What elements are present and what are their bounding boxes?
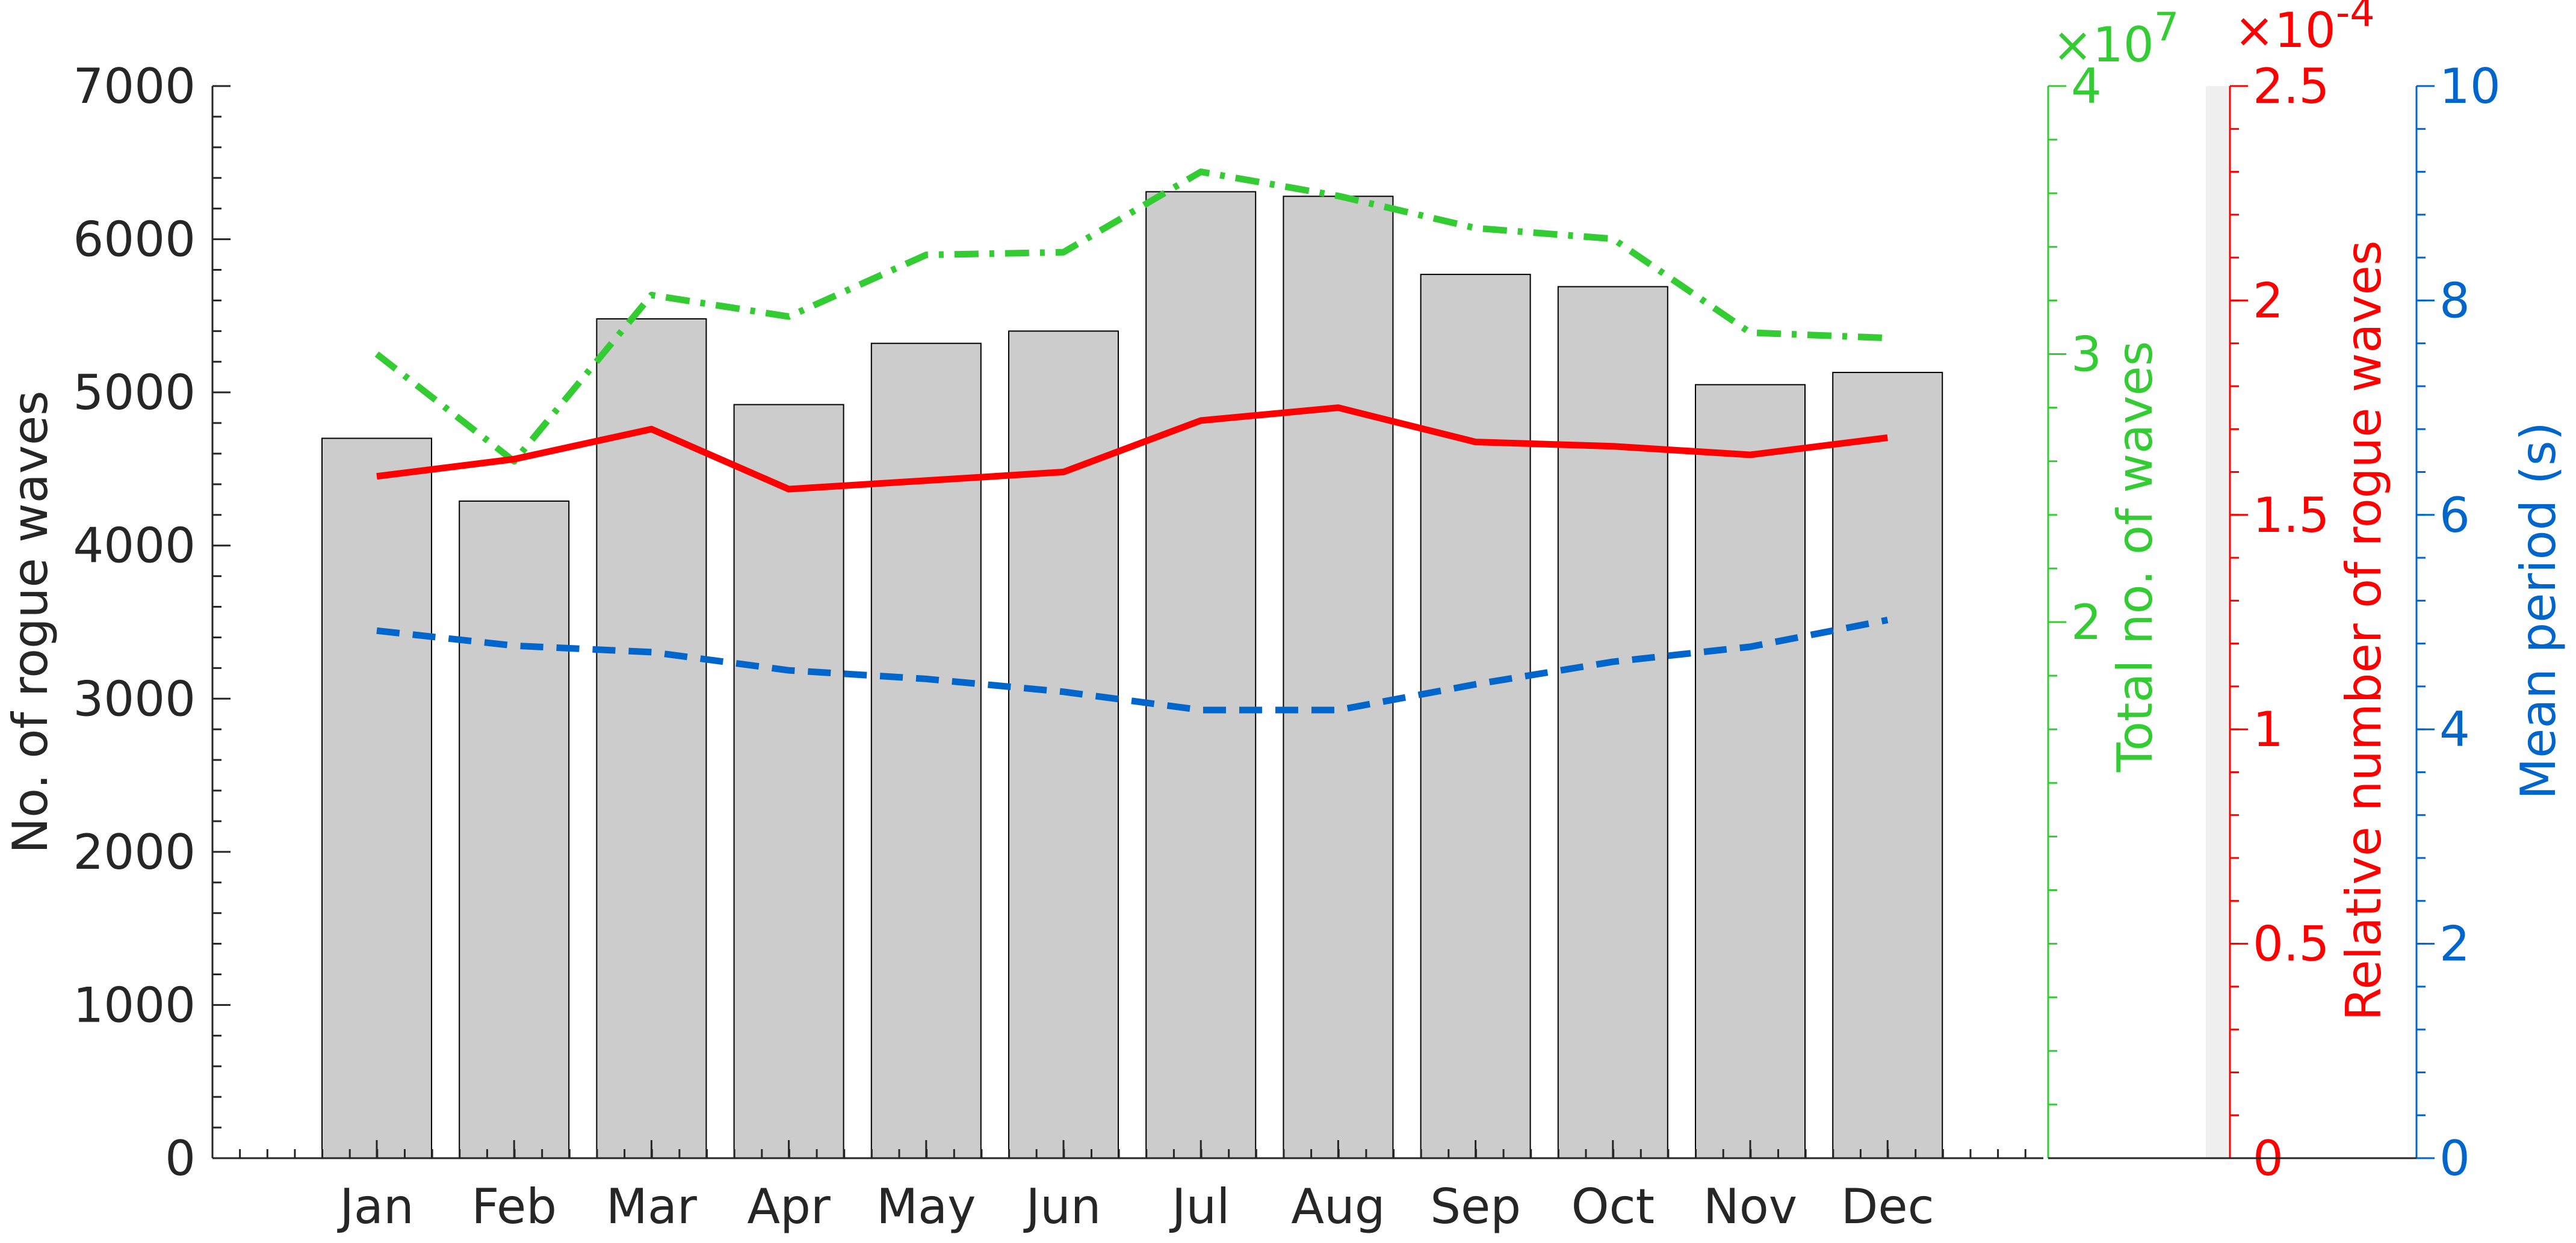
bar-apr xyxy=(733,404,844,1159)
series-line-total xyxy=(374,168,1888,465)
period-tick-label: 4 xyxy=(2439,702,2470,757)
relative-tick-label: 0.5 xyxy=(2253,916,2329,972)
total-tick-label: 2 xyxy=(2071,594,2102,650)
relative-axis-label: Relative number of rogue waves xyxy=(2336,240,2392,1020)
bar-dec xyxy=(1832,372,1943,1159)
x-tick-label: Jul xyxy=(1169,1179,1230,1235)
left-tick-label: 4000 xyxy=(73,518,196,574)
x-tick-label: Aug xyxy=(1291,1179,1385,1235)
total-multiplier-mark: × xyxy=(2052,17,2093,73)
x-tick-label: Nov xyxy=(1703,1179,1797,1235)
lines-layer xyxy=(374,168,1889,714)
bars-layer xyxy=(321,86,2230,1159)
x-tick-label: Jan xyxy=(336,1179,413,1235)
relative-tick-label: 1 xyxy=(2253,702,2283,757)
left-tick-label: 5000 xyxy=(73,365,196,421)
bar-nov xyxy=(1695,384,1806,1159)
series-line-period xyxy=(376,617,1889,714)
bar-may xyxy=(870,342,982,1159)
bar-jan xyxy=(321,437,432,1159)
total-multiplier-exp: 7 xyxy=(2154,5,2179,50)
period-tick-label: 0 xyxy=(2439,1130,2470,1186)
relative-axis-multiplier: ×10-4 xyxy=(2234,0,2375,58)
total-multiplier-base: 10 xyxy=(2093,17,2154,73)
period-tick-label: 6 xyxy=(2439,487,2470,543)
x-tick-label: May xyxy=(876,1179,976,1235)
total-tick-label: 4 xyxy=(2071,58,2102,114)
bar-sep xyxy=(1420,274,1531,1159)
left-tick-label: 3000 xyxy=(73,671,196,727)
x-tick-label: Sep xyxy=(1430,1179,1521,1235)
axis-backdrop xyxy=(2206,86,2230,1158)
left-tick-label: 0 xyxy=(165,1130,196,1186)
x-tick-label: Oct xyxy=(1571,1179,1655,1235)
bar-jul xyxy=(1145,191,1257,1159)
relative-multiplier-exp: -4 xyxy=(2336,0,2375,35)
period-tick-label: 8 xyxy=(2439,273,2470,328)
left-axis-label: No. of rogue waves xyxy=(2,390,58,854)
relative-multiplier-mark: × xyxy=(2234,2,2274,58)
x-tick-label: Feb xyxy=(471,1179,557,1235)
x-tick-label: Apr xyxy=(747,1179,831,1235)
bar-feb xyxy=(459,500,570,1159)
left-tick-label: 6000 xyxy=(73,212,196,268)
bar-mar xyxy=(596,318,707,1159)
total-axis-label: Total no. of waves xyxy=(2107,341,2163,773)
period-axis-label: Mean period (s) xyxy=(2510,422,2566,800)
left-tick-label: 2000 xyxy=(73,824,196,880)
relative-tick-label: 2.5 xyxy=(2253,58,2329,114)
bar-oct xyxy=(1557,286,1668,1159)
series-line-relative xyxy=(376,404,1888,493)
period-tick-label: 10 xyxy=(2439,58,2501,114)
relative-tick-label: 2 xyxy=(2253,273,2283,328)
x-tick-label: Jun xyxy=(1023,1179,1101,1235)
x-tick-label: Dec xyxy=(1841,1179,1934,1235)
relative-tick-label: 1.5 xyxy=(2253,487,2329,543)
relative-multiplier-base: 10 xyxy=(2274,2,2336,58)
left-tick-label: 7000 xyxy=(73,58,196,114)
x-tick-label: Mar xyxy=(606,1179,697,1235)
total-tick-label: 3 xyxy=(2071,327,2102,383)
period-tick-label: 2 xyxy=(2439,916,2470,972)
left-tick-label: 1000 xyxy=(73,977,196,1033)
bar-aug xyxy=(1283,196,1394,1159)
total-axis-multiplier: ×107 xyxy=(2052,5,2179,73)
